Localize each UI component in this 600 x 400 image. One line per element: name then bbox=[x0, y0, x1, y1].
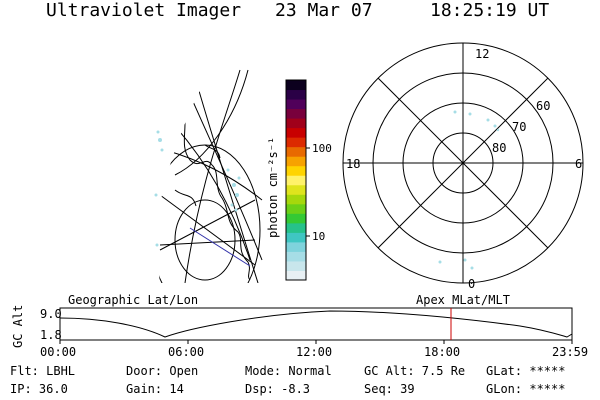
info-gain: Gain: 14 bbox=[126, 382, 184, 396]
coastline bbox=[174, 189, 197, 207]
altitude-ytick: 9.0 bbox=[40, 307, 62, 321]
colorbar-tick-label: 100 bbox=[312, 142, 332, 155]
date-label: 23 Mar 07 bbox=[275, 0, 373, 21]
altitude-xtick: 18:00 bbox=[424, 345, 460, 359]
info-seq: Seq: 39 bbox=[364, 382, 415, 396]
graticule-line bbox=[174, 69, 249, 176]
colorbar-cell bbox=[286, 89, 306, 100]
polar-auroral-emission bbox=[438, 110, 500, 270]
colorbar-cell bbox=[286, 203, 306, 214]
header: Ultraviolet Imager 23 Mar 07 18:25:19 UT bbox=[0, 0, 600, 26]
colorbar: 100 10 photon cm⁻²s⁻¹ bbox=[266, 79, 332, 281]
colorbar-frame bbox=[285, 79, 307, 281]
info-glat: GLat: ***** bbox=[486, 364, 566, 378]
colorbar-cell bbox=[286, 270, 306, 281]
mlat-label-70: 70 bbox=[512, 120, 526, 134]
mlt-label-12: 12 bbox=[475, 47, 489, 61]
altitude-curve bbox=[59, 310, 573, 338]
colorbar-cell bbox=[286, 251, 306, 262]
mlat-label-80: 80 bbox=[492, 141, 506, 155]
graticule-line bbox=[157, 144, 261, 283]
altitude-ylabel: GC Alt bbox=[11, 305, 25, 348]
coastline bbox=[181, 109, 251, 281]
info-gcalt: GC Alt: 7.5 Re bbox=[364, 364, 466, 378]
colorbar-cell bbox=[286, 175, 306, 186]
info-glon: GLon: ***** bbox=[486, 382, 566, 396]
colorbar-cell bbox=[286, 127, 306, 138]
colorbar-tick-label: 10 bbox=[312, 230, 325, 243]
altitude-xtick: 12:00 bbox=[296, 345, 332, 359]
mlt-label-18: 18 bbox=[346, 157, 360, 171]
time-label: 18:25:19 UT bbox=[430, 0, 550, 21]
graticule-line bbox=[159, 199, 256, 251]
mlt-label-0: 0 bbox=[468, 277, 475, 291]
polar-panel-label: Apex MLat/MLT bbox=[416, 293, 510, 307]
colorbar-cells bbox=[286, 80, 306, 281]
colorbar-cell bbox=[286, 80, 306, 91]
graticule-line bbox=[159, 239, 256, 246]
altitude-xtick: 23:59 bbox=[552, 345, 588, 359]
colorbar-cell bbox=[286, 222, 306, 233]
colorbar-cell bbox=[286, 260, 306, 271]
colorbar-cell bbox=[286, 108, 306, 119]
altitude-xtick: 06:00 bbox=[168, 345, 204, 359]
colorbar-cell bbox=[286, 137, 306, 148]
colorbar-cell bbox=[286, 213, 306, 224]
geo-panel-label: Geographic Lat/Lon bbox=[68, 293, 198, 307]
graticule-line bbox=[174, 59, 263, 261]
info-flt: Flt: LBHL bbox=[10, 364, 76, 378]
altitude-plot: 9.0 1.8 GC Alt 00:00 06:00 12:00 18:00 2… bbox=[11, 305, 588, 359]
instrument-title: Ultraviolet Imager bbox=[46, 0, 242, 21]
geographic-map: Geographic Lat/Lon bbox=[68, 59, 263, 307]
info-dsp: Dsp: -8.3 bbox=[245, 382, 311, 396]
polar-plot bbox=[342, 42, 584, 284]
colorbar-cell bbox=[286, 156, 306, 167]
colorbar-cell bbox=[286, 194, 306, 205]
graticule-line bbox=[174, 199, 236, 281]
colorbar-cell bbox=[286, 146, 306, 157]
info-ip: IP: 36.0 bbox=[10, 382, 68, 396]
colorbar-cell bbox=[286, 184, 306, 195]
coastline bbox=[204, 144, 221, 159]
altitude-xtick: 00:00 bbox=[40, 345, 76, 359]
colorbar-cell bbox=[286, 118, 306, 129]
polar-meridian bbox=[377, 77, 549, 249]
info-mode: Mode: Normal bbox=[245, 364, 332, 378]
colorbar-unit-label: photon cm⁻²s⁻¹ bbox=[266, 137, 280, 238]
graticule-line bbox=[159, 194, 256, 266]
colorbar-cell bbox=[286, 165, 306, 176]
graticule-line bbox=[184, 69, 241, 283]
colorbar-cell bbox=[286, 241, 306, 252]
altitude-plot-frame bbox=[59, 307, 573, 341]
mlt-label-6: 6 bbox=[575, 157, 582, 171]
info-door: Door: Open bbox=[126, 364, 199, 378]
terminator-line bbox=[189, 227, 251, 267]
colorbar-cell bbox=[286, 99, 306, 110]
auroral-emission bbox=[154, 130, 241, 247]
mlat-label-60: 60 bbox=[536, 99, 550, 113]
altitude-ytick: 1.8 bbox=[40, 328, 62, 342]
colorbar-cell bbox=[286, 232, 306, 243]
